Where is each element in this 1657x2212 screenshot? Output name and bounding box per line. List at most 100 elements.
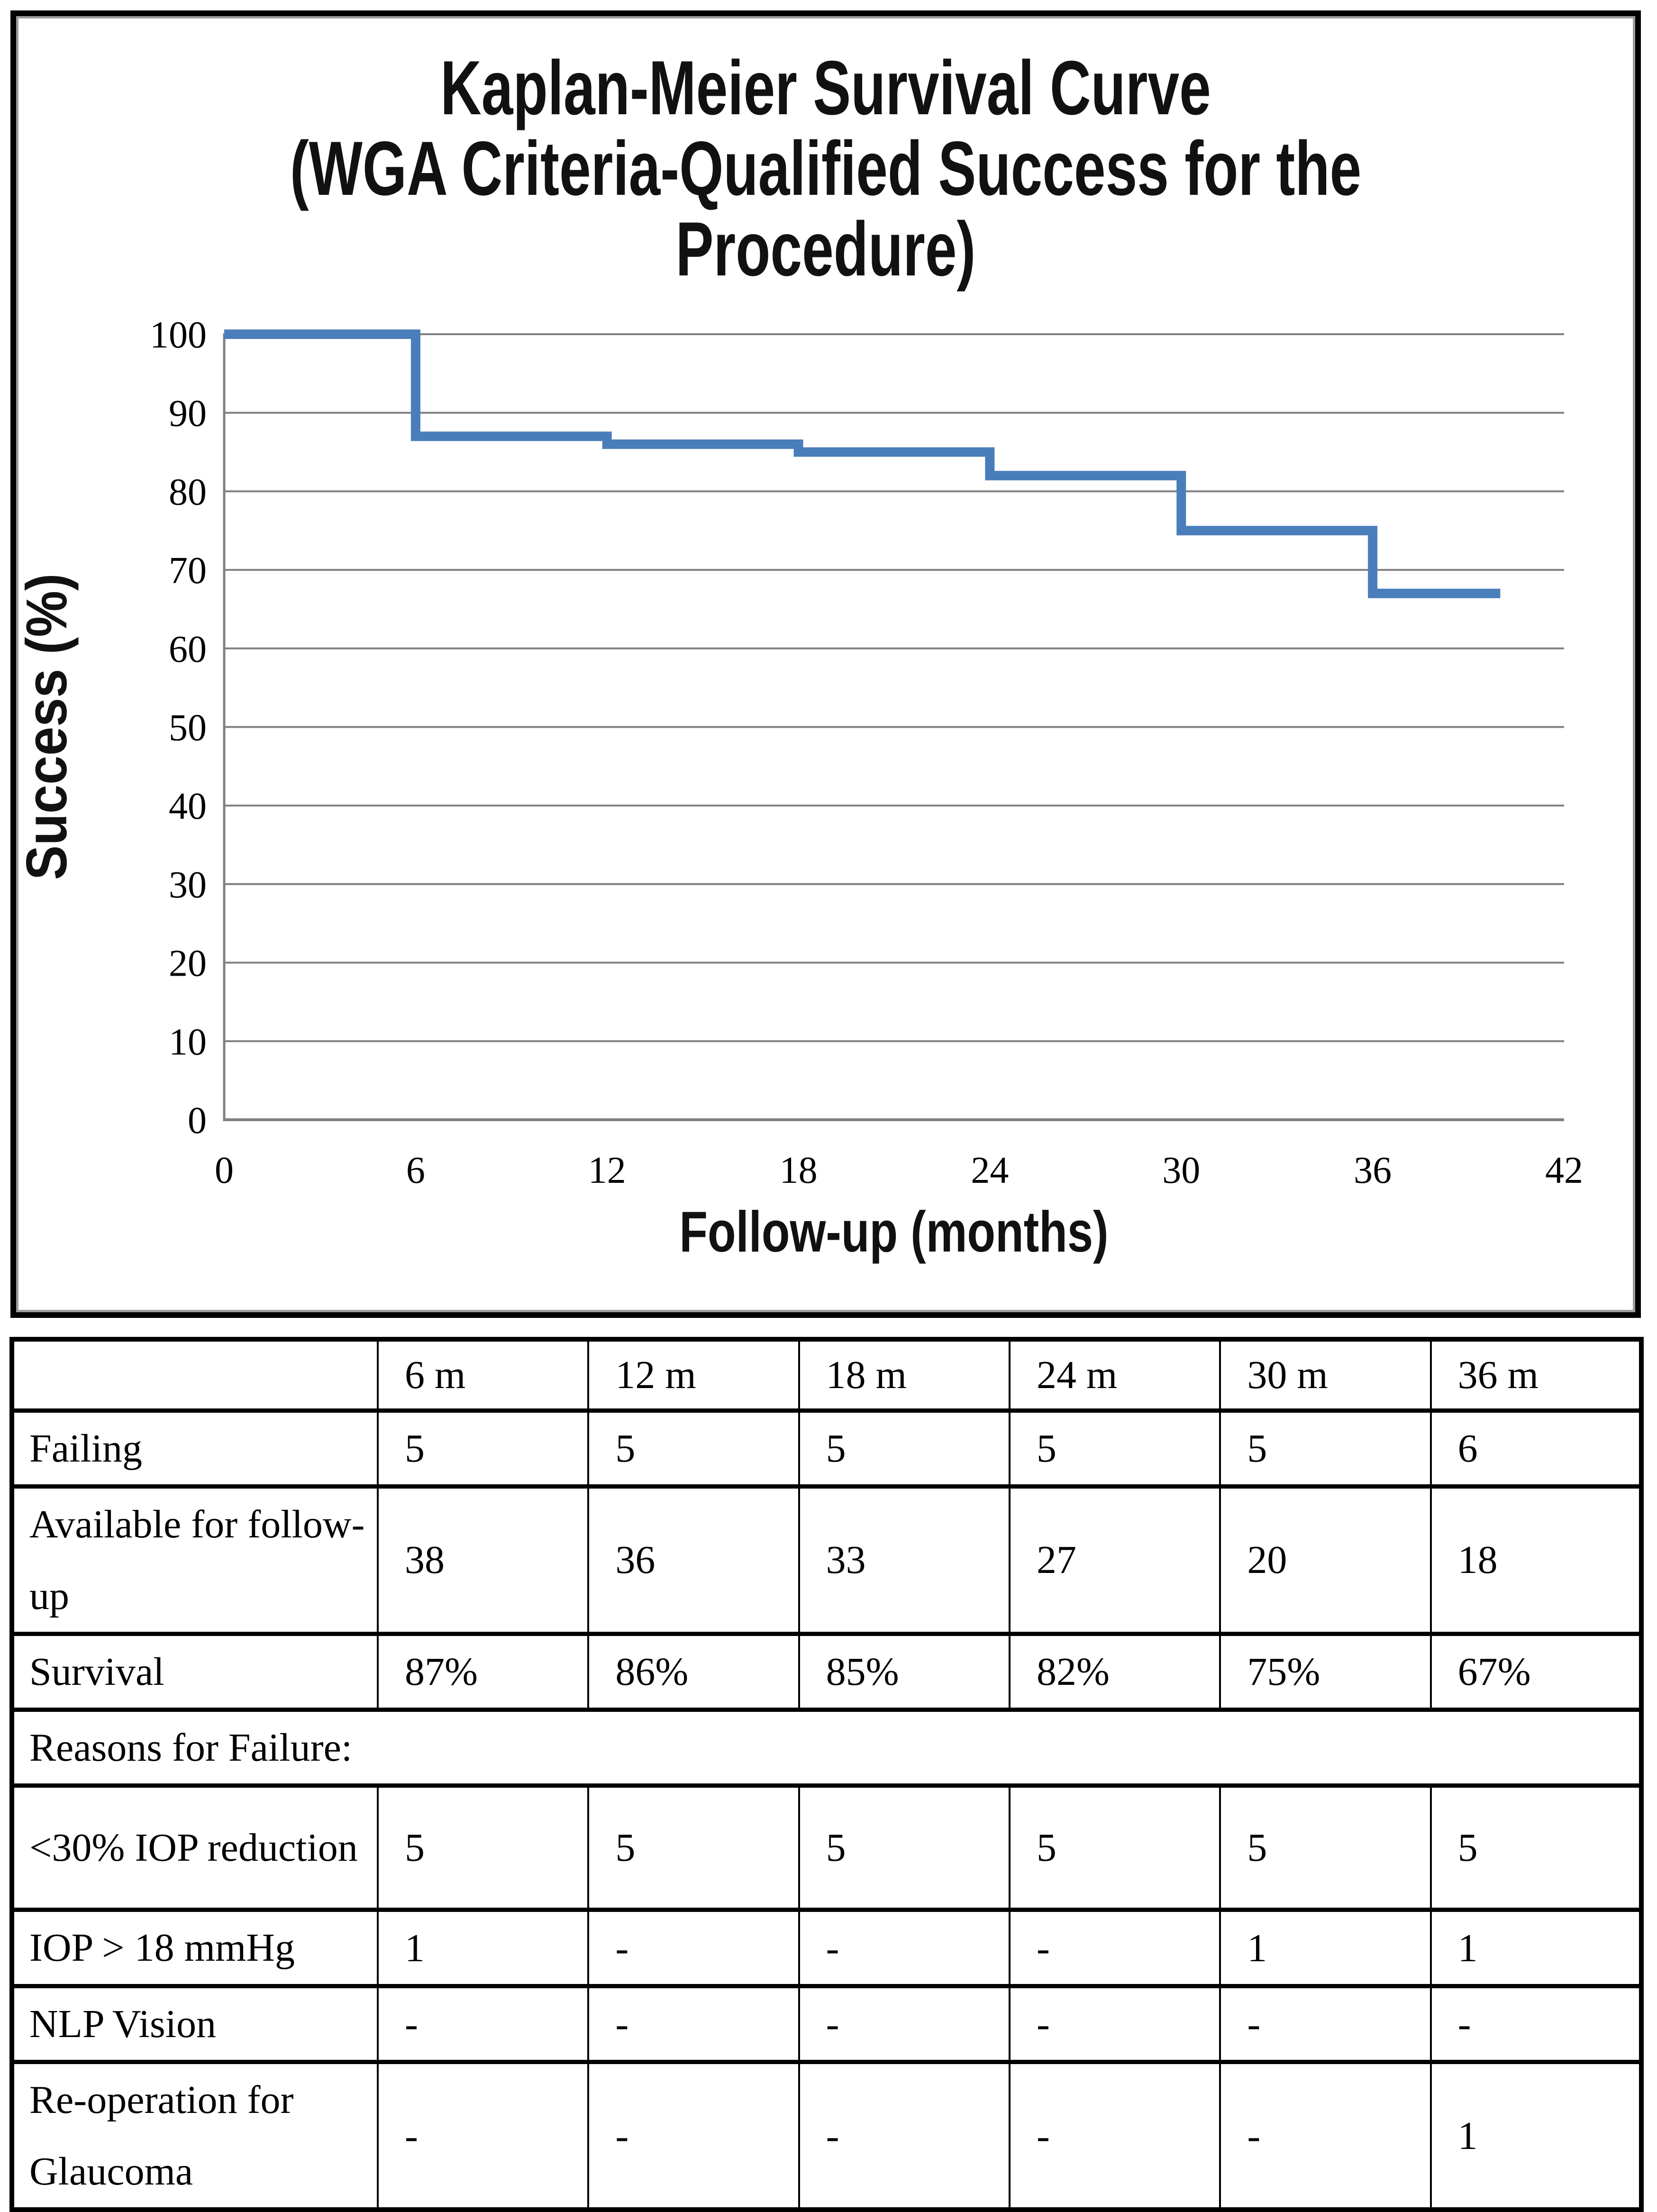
chart-area-border: Kaplan-Meier Survival Curve (WGA Criteri… [16, 16, 1635, 1312]
table-cell: - [798, 1983, 1010, 2062]
table-cell: 5 [1008, 1408, 1220, 1487]
table-row: Reasons for Failure: [12, 1708, 1641, 1786]
table-row: Available for follow-up 38 36 33 27 20 18 [12, 1484, 1641, 1634]
y-tick-label: 80 [169, 471, 207, 513]
results-table-body: 6 m 12 m 18 m 24 m 30 m 36 m Failing 5 5 5 5 5 6 Avai… [12, 1339, 1641, 2210]
y-tick-label: 90 [169, 393, 207, 435]
x-tick-label: 0 [215, 1150, 234, 1191]
table-cell: 5 [798, 1408, 1010, 1487]
km-survival-chart: 0 10 20 30 40 50 60 70 80 90 100 0 6 12 18 24 30 36 42 Su… [18, 314, 1583, 1264]
table-cell: 20 [1219, 1484, 1431, 1634]
table-cell: 86% [587, 1632, 799, 1710]
x-axis-tick-labels: 0 6 12 18 24 30 36 42 [215, 1150, 1583, 1191]
table-row: Failing 5 5 5 5 5 6 [12, 1408, 1641, 1487]
table-cell: 33 [798, 1484, 1010, 1634]
table-cell: 5 [798, 1783, 1010, 1910]
table-cell: 5 [1008, 1783, 1220, 1910]
column-header: 36 m [1429, 1339, 1641, 1410]
y-tick-label: 10 [169, 1021, 207, 1063]
table-cell: - [798, 2059, 1010, 2210]
table-cell: - [1219, 1983, 1431, 2062]
table-cell: - [1429, 1983, 1641, 2062]
column-header: 6 m [376, 1339, 589, 1410]
table-row: NLP Vision - - - - - - [12, 1983, 1641, 2062]
table-cell: 1 [376, 1908, 589, 1986]
survival-step-line [224, 329, 1501, 598]
chart-title-line-3: Procedure) [675, 206, 976, 292]
row-label: <30% IOP reduction [12, 1783, 378, 1910]
x-tick-label: 6 [406, 1150, 425, 1191]
table-cell: 6 [1429, 1408, 1641, 1487]
row-label: Survival [12, 1632, 378, 1710]
x-tick-label: 12 [588, 1150, 626, 1191]
table-cell: 27 [1008, 1484, 1220, 1634]
table-header-row: 6 m 12 m 18 m 24 m 30 m 36 m [12, 1339, 1641, 1410]
km-chart-panel: Kaplan-Meier Survival Curve (WGA Criteri… [10, 10, 1641, 1318]
table-row: Re-operation for Glaucoma - - - - -1 [12, 2059, 1641, 2210]
row-label: Available for follow-up [12, 1484, 378, 1634]
x-tick-label: 24 [971, 1150, 1009, 1191]
chart-title-line-1: Kaplan-Meier Survival Curve [440, 45, 1211, 131]
table-cell: 36 [587, 1484, 799, 1634]
table-cell: - [1219, 2059, 1431, 2210]
table-cell: - [1008, 1908, 1220, 1986]
table-cell: - [1008, 2059, 1220, 2210]
gridlines [223, 333, 1564, 1121]
table-cell: 82% [1008, 1632, 1220, 1710]
row-label: NLP Vision [12, 1983, 378, 2062]
table-cell: 1 [1429, 2059, 1641, 2210]
y-tick-label: 30 [169, 864, 207, 906]
table-cell: 5 [1429, 1783, 1641, 1910]
table-cell: 85% [798, 1632, 1010, 1710]
results-table: 6 m 12 m 18 m 24 m 30 m 36 m Failing 5 5 5 5 5 6 Avai… [9, 1337, 1644, 2212]
table-cell: 5 [1219, 1783, 1431, 1910]
column-header: 24 m [1008, 1339, 1220, 1410]
table-cell: - [587, 1908, 799, 1986]
table-cell: 1 [1429, 1908, 1641, 1986]
x-tick-label: 42 [1545, 1150, 1583, 1191]
table-cell: 5 [376, 1408, 589, 1487]
table-cell: - [376, 2059, 589, 2210]
y-axis-title: Success (%) [18, 574, 79, 880]
column-header: 12 m [587, 1339, 799, 1410]
y-tick-label: 60 [169, 629, 207, 670]
table-cell: 1 [1219, 1908, 1431, 1986]
table-cell: 87% [376, 1632, 589, 1710]
table-cell: 5 [376, 1783, 589, 1910]
row-label: Re-operation for Glaucoma [12, 2059, 378, 2210]
table-cell: - [798, 1908, 1010, 1986]
chart-title: Kaplan-Meier Survival Curve (WGA Criteri… [18, 48, 1633, 290]
table-cell: 75% [1219, 1632, 1431, 1710]
chart-title-line-2: (WGA Criteria-Qualified Success for the [290, 126, 1362, 211]
row-label: Failing [12, 1408, 378, 1487]
table-cell: - [1008, 1983, 1220, 2062]
table-row: <30% IOP reduction 5 5 5 5 5 5 [12, 1783, 1641, 1910]
y-tick-label: 100 [150, 314, 207, 356]
x-axis-title: Follow-up (months) [679, 1200, 1108, 1264]
table-row: Survival 87% 86% 85% 82% 75% 67% [12, 1632, 1641, 1710]
table-cell: - [587, 2059, 799, 2210]
y-tick-label: 70 [169, 550, 207, 592]
table-cell: - [587, 1983, 799, 2062]
y-axis-tick-labels: 0 10 20 30 40 50 60 70 80 90 100 [150, 314, 207, 1142]
row-label: Reasons for Failure: [12, 1708, 1641, 1786]
table-cell: 67% [1429, 1632, 1641, 1710]
y-tick-label: 50 [169, 707, 207, 749]
corner-cell [12, 1339, 378, 1410]
y-tick-label: 20 [169, 943, 207, 985]
y-tick-label: 0 [188, 1100, 207, 1142]
table-cell: 5 [587, 1408, 799, 1487]
x-tick-label: 30 [1162, 1150, 1200, 1191]
y-tick-label: 40 [169, 786, 207, 827]
table-cell: 38 [376, 1484, 589, 1634]
x-tick-label: 36 [1354, 1150, 1392, 1191]
column-header: 18 m [798, 1339, 1010, 1410]
table-cell: 5 [587, 1783, 799, 1910]
table-cell: - [376, 1983, 589, 2062]
table-cell: 18 [1429, 1484, 1641, 1634]
table-cell: 5 [1219, 1408, 1431, 1487]
table-row: IOP > 18 mmHg 1- - -1 1 [12, 1908, 1641, 1986]
row-label: IOP > 18 mmHg [12, 1908, 378, 1986]
column-header: 30 m [1219, 1339, 1431, 1410]
